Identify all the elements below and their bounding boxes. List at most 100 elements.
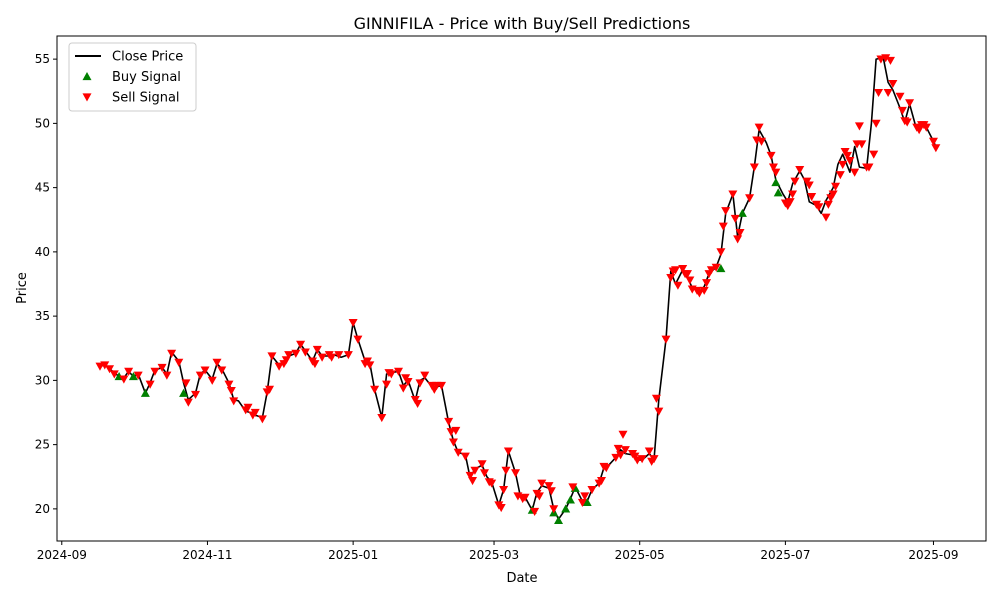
sell-signal-marker: [348, 318, 358, 328]
sell-signal-marker: [682, 270, 692, 279]
sell-signal-marker: [728, 190, 738, 199]
sell-signal-marker: [718, 222, 728, 231]
sell-signal-marker: [616, 451, 626, 460]
sell-signal-marker: [224, 380, 234, 389]
sell-signal-marker: [597, 477, 607, 486]
sell-signal-marker: [212, 358, 222, 367]
sell-signal-marker: [795, 166, 805, 175]
sell-signal-marker: [499, 486, 509, 495]
sell-signal-marker: [100, 361, 110, 370]
sell-signal-marker: [857, 140, 867, 149]
sell-signal-marker: [651, 394, 661, 403]
sell-signal-marker: [265, 385, 275, 394]
sell-signal-marker: [804, 181, 814, 190]
sell-signal-marker: [620, 446, 630, 455]
sell-signal-marker: [544, 482, 554, 491]
sell-signal-marker: [353, 335, 363, 344]
sell-signal-marker: [317, 353, 327, 362]
sell-signal-marker: [869, 150, 879, 159]
sell-signal-marker: [119, 375, 129, 384]
sell-signal-marker: [183, 398, 193, 407]
x-tick-label: 2025-01: [328, 548, 378, 562]
sell-signal-marker: [881, 54, 891, 63]
sell-signal-marker: [451, 426, 461, 435]
sell-signal-marker: [377, 414, 387, 423]
sell-signal-marker: [468, 477, 478, 486]
y-tick-label: 45: [35, 181, 50, 195]
sell-signal-marker: [145, 380, 155, 389]
sell-signal-marker: [413, 399, 423, 409]
sell-signal-marker: [835, 171, 845, 180]
sell-signal-marker: [757, 137, 767, 146]
sell-signal-marker: [546, 487, 556, 496]
sell-signal-marker: [895, 92, 905, 101]
plot-area: [57, 36, 986, 541]
sell-signal-marker: [487, 479, 497, 488]
sell-signal-marker: [902, 118, 912, 127]
sell-signal-marker: [386, 370, 396, 379]
sell-signal-marker: [618, 430, 628, 439]
sell-signal-marker: [702, 279, 712, 288]
sell-signal-marker: [766, 151, 776, 161]
chart-title: GINNIFILA - Price with Buy/Sell Predicti…: [354, 14, 691, 33]
sell-signal-marker: [611, 453, 621, 462]
sell-signal-marker: [174, 358, 184, 367]
sell-signal-marker: [678, 264, 688, 274]
sell-signal-marker: [403, 378, 413, 387]
sell-signal-marker: [162, 371, 172, 380]
sell-signal-marker: [838, 160, 848, 169]
x-axis-title: Date: [506, 571, 537, 586]
sell-signal-marker: [436, 381, 446, 391]
x-tick-label: 2025-09: [908, 548, 958, 562]
y-axis-title: Price: [15, 272, 30, 304]
sell-signal-marker: [613, 444, 623, 453]
sell-signal-marker: [291, 349, 301, 358]
sell-signal-marker: [749, 163, 759, 172]
sell-signal-marker: [790, 177, 800, 186]
buy-signal-marker: [561, 504, 571, 513]
sell-signal-marker: [477, 460, 487, 469]
sell-signal-marker: [150, 367, 160, 376]
sell-signal-marker: [465, 471, 475, 480]
sell-signal-marker: [654, 407, 664, 416]
buy-signal-marker: [128, 372, 138, 381]
sell-signal-marker: [133, 371, 143, 380]
sell-signal-marker: [733, 235, 743, 244]
legend-box: [68, 42, 197, 112]
buy-signal-marker: [565, 495, 575, 504]
sell-signal-marker: [568, 483, 578, 492]
sell-signal-marker: [845, 157, 855, 166]
sell-signal-marker: [549, 505, 559, 514]
sell-signal-marker: [685, 276, 695, 285]
sell-signal-marker: [105, 365, 115, 374]
sell-signal-marker: [370, 385, 380, 394]
y-tick-label: 30: [35, 373, 50, 387]
sell-signal-marker: [888, 79, 898, 89]
sell-signal-marker: [327, 353, 337, 362]
sell-signal-marker: [754, 123, 764, 132]
x-tick-label: 2025-03: [469, 548, 519, 562]
sell-signal-marker: [243, 403, 253, 412]
sell-signal-marker: [534, 492, 544, 501]
sell-signal-marker: [883, 88, 893, 98]
sell-signal-marker: [905, 99, 915, 108]
sell-signal-marker: [334, 351, 344, 360]
sell-signal-marker: [850, 168, 860, 177]
sell-signal-marker: [296, 340, 306, 349]
sell-signal-marker: [874, 88, 884, 98]
sell-signal-marker: [284, 351, 294, 360]
sell-signal-marker: [191, 390, 201, 400]
sell-signal-marker: [312, 345, 322, 355]
y-tick-label: 40: [35, 245, 50, 259]
y-tick-label: 25: [35, 438, 50, 452]
x-tick-label: 2024-11: [182, 548, 232, 562]
sell-signal-group: [95, 54, 941, 516]
sell-signal-marker: [928, 137, 938, 146]
sell-signal-marker: [644, 447, 654, 456]
legend-buy-swatch: [82, 72, 92, 81]
sell-signal-marker: [300, 348, 310, 357]
sell-signal-marker: [448, 438, 458, 447]
sell-signal-marker: [637, 455, 647, 464]
buy-signal-marker: [716, 264, 726, 273]
